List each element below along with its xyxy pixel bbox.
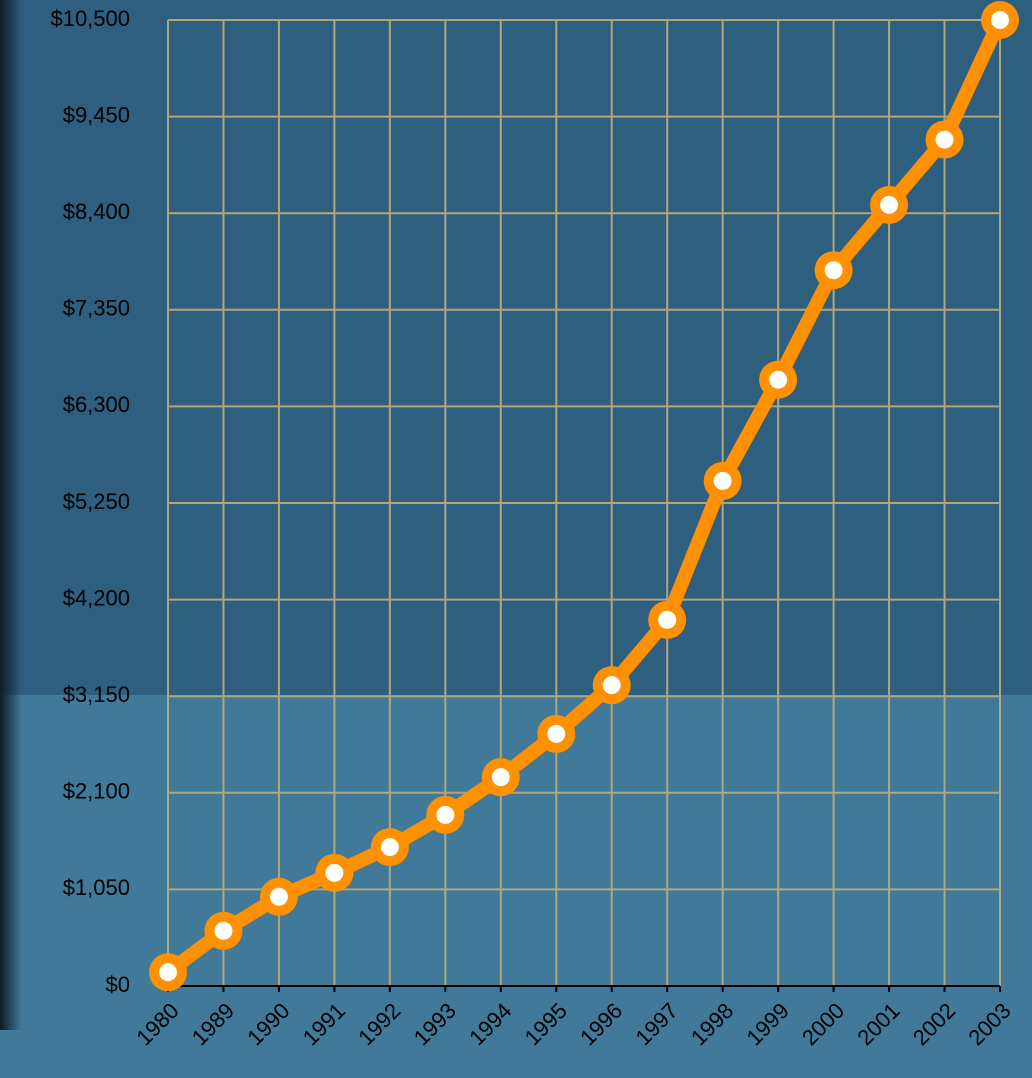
point-marker-center — [159, 963, 177, 982]
y-tick-label: $0 — [106, 972, 130, 997]
point-marker-center — [769, 370, 788, 389]
grid — [167, 19, 1001, 987]
point-marker-center — [491, 768, 510, 787]
y-tick-label: $8,400 — [63, 199, 130, 224]
point-marker-center — [880, 195, 899, 214]
series-line — [161, 13, 1007, 980]
point-marker-center — [713, 471, 732, 490]
point-marker-center — [325, 863, 344, 882]
point-marker-center — [547, 724, 566, 743]
y-tick-label: $3,150 — [63, 682, 130, 707]
point-marker-center — [214, 921, 233, 940]
background-top — [0, 0, 1032, 695]
y-tick-label: $9,450 — [63, 102, 130, 127]
y-tick-label: $4,200 — [63, 585, 130, 610]
y-tick-label: $7,350 — [63, 296, 130, 321]
left-shadow — [0, 0, 22, 1030]
y-tick-label: $5,250 — [63, 489, 130, 514]
point-marker-center — [824, 261, 843, 280]
y-tick-label: $10,500 — [50, 6, 130, 31]
y-tick-label: $2,100 — [63, 779, 130, 804]
point-marker-center — [935, 130, 954, 149]
y-tick-label: $1,050 — [63, 875, 130, 900]
point-marker-center — [658, 610, 677, 629]
y-tick-label: $6,300 — [63, 392, 130, 417]
marks — [149, 1, 1019, 992]
point-marker-center — [602, 676, 621, 695]
point-marker-center — [436, 805, 455, 824]
point-marker-center — [380, 838, 399, 857]
point-marker-center — [269, 887, 288, 906]
point-marker-center — [991, 11, 1009, 29]
